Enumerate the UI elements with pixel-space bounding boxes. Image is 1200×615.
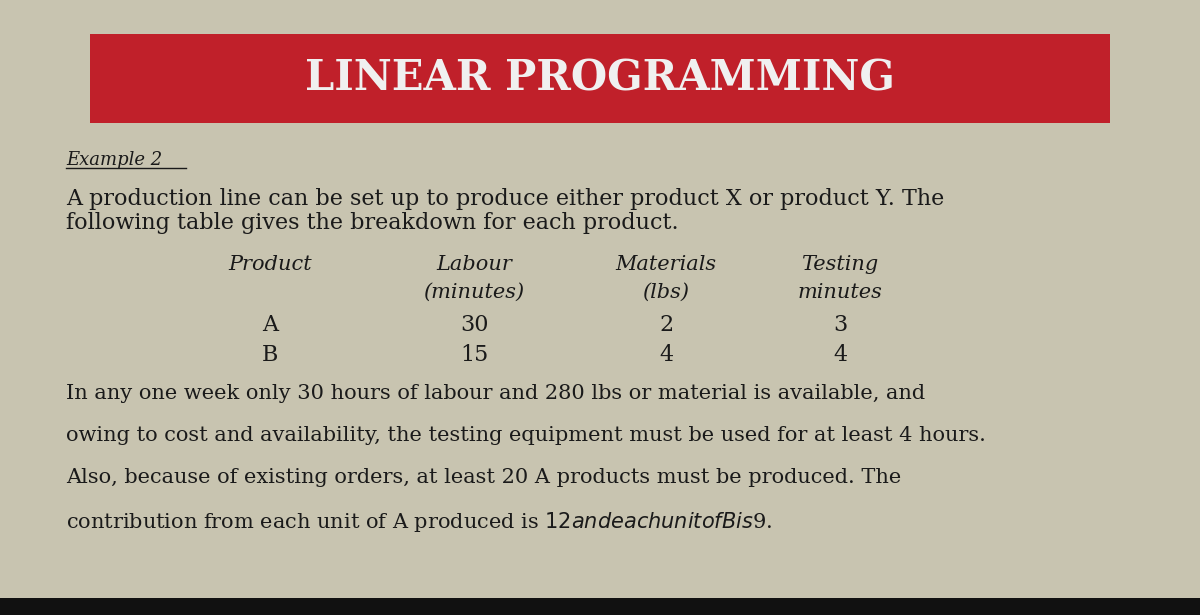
Text: contribution from each unit of A produced is $12 and each unit of B is $9.: contribution from each unit of A produce… bbox=[66, 510, 773, 534]
Text: owing to cost and availability, the testing equipment must be used for at least : owing to cost and availability, the test… bbox=[66, 426, 986, 445]
Text: 4: 4 bbox=[659, 344, 673, 367]
Text: 2: 2 bbox=[659, 314, 673, 336]
Text: Testing: Testing bbox=[802, 255, 878, 274]
Text: A production line can be set up to produce either product X or product Y. The: A production line can be set up to produ… bbox=[66, 188, 944, 210]
Text: 30: 30 bbox=[460, 314, 488, 336]
Text: B: B bbox=[262, 344, 278, 367]
Text: 3: 3 bbox=[833, 314, 847, 336]
Text: In any one week only 30 hours of labour and 280 lbs or material is available, an: In any one week only 30 hours of labour … bbox=[66, 384, 925, 403]
Text: (minutes): (minutes) bbox=[424, 283, 524, 302]
Text: Materials: Materials bbox=[616, 255, 716, 274]
Text: 15: 15 bbox=[460, 344, 488, 367]
Text: Also, because of existing orders, at least 20 A products must be produced. The: Also, because of existing orders, at lea… bbox=[66, 468, 901, 487]
Text: minutes: minutes bbox=[798, 283, 882, 302]
Text: (lbs): (lbs) bbox=[642, 283, 690, 302]
Text: Product: Product bbox=[228, 255, 312, 274]
Text: following table gives the breakdown for each product.: following table gives the breakdown for … bbox=[66, 212, 679, 234]
Text: 4: 4 bbox=[833, 344, 847, 367]
Text: LINEAR PROGRAMMING: LINEAR PROGRAMMING bbox=[305, 57, 895, 100]
Text: A: A bbox=[262, 314, 278, 336]
Text: Labour: Labour bbox=[436, 255, 512, 274]
Text: Example 2: Example 2 bbox=[66, 151, 162, 169]
